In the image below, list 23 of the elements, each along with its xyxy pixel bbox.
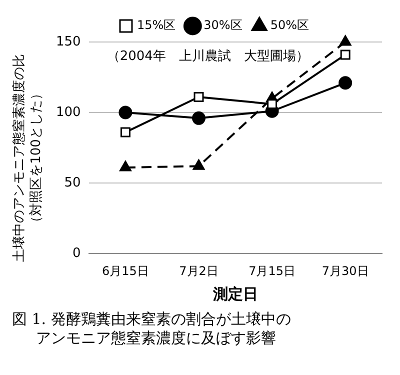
point [192, 111, 206, 125]
legend-label: 30%区 [204, 18, 242, 32]
point [192, 159, 205, 170]
point [120, 160, 132, 172]
y-axis-title: 土壌中のアンモニア態窒素濃度の比（対照区を100とした） [11, 53, 45, 264]
point [338, 76, 352, 90]
y-tick-label: 150 [56, 34, 81, 50]
text: 図 1. 発酵鶏糞由来窒素の割合が土壌中のアンモニア態窒素濃度に及ぼす影響 [11, 310, 292, 348]
point [340, 50, 350, 60]
point [120, 127, 130, 138]
y-tick-label: 100 [56, 104, 81, 120]
legend-label: 15%区 [136, 18, 176, 32]
x-tick-label: 7月30日 [322, 264, 369, 278]
x-tick-label: 6月15日 [102, 264, 149, 278]
y-tick-label: 0 [72, 246, 81, 261]
x-axis-title: 測定日 [212, 284, 258, 303]
annotation: （2004年 上川農試 大型圃場） [106, 48, 309, 64]
y-tick-label: 50 [64, 175, 81, 190]
point [194, 92, 204, 102]
point [118, 106, 132, 120]
x-tick-label: 7月15日 [248, 264, 296, 278]
x-tick-label: 7月2日 [179, 264, 218, 278]
legend-label: 50%区 [270, 18, 310, 32]
